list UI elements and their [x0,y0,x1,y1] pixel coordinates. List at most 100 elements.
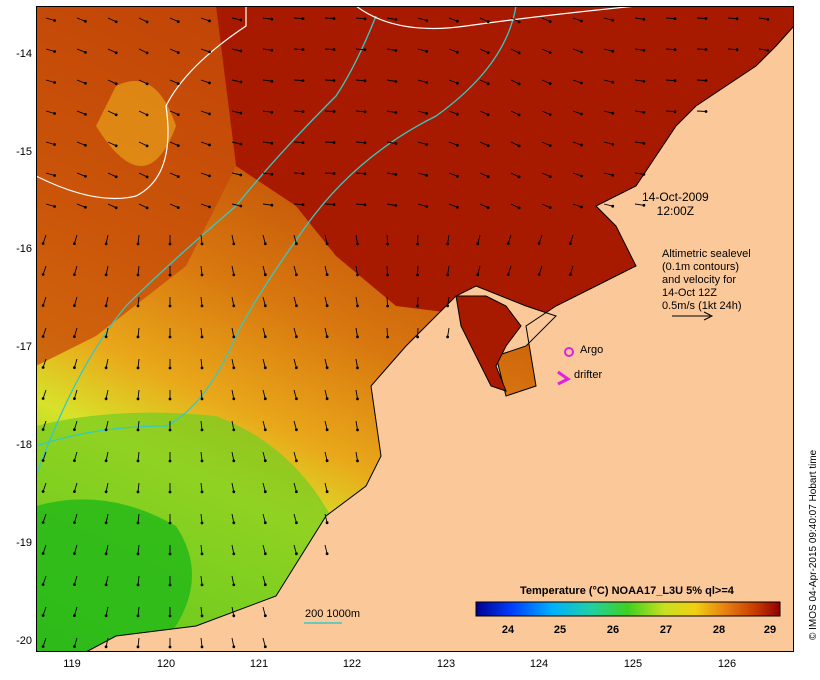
velocity-arrow-head [580,143,583,147]
velocity-arrow-head [73,459,76,462]
velocity-arrow-head [642,48,646,52]
velocity-arrow-head [41,459,45,462]
velocity-arrow-head [295,521,298,525]
velocity-arrow [231,637,235,647]
velocity-arrow-head [548,51,552,54]
velocity-arrow-head [301,17,305,20]
velocity-arrow-head [208,143,211,147]
velocity-arrow-head [200,428,204,432]
velocity-arrow [105,327,109,337]
velocity-arrow [73,637,78,647]
velocity-arrow-head [325,490,329,494]
velocity-arrow-head [356,397,359,401]
velocity-arrow [447,327,450,337]
velocity-arrow-head [176,144,180,148]
velocity-arrow-head [232,521,236,525]
velocity-arrow [138,172,148,178]
velocity-arrow [73,296,78,306]
velocity-arrow [417,48,427,52]
velocity-arrow-head [168,614,172,618]
velocity-arrow [758,48,768,51]
velocity-arrow [73,544,78,554]
velocity-arrow-head [145,113,149,117]
velocity-arrow [262,637,266,647]
velocity-arrow-head [425,50,429,53]
velocity-arrow [231,327,235,337]
velocity-arrow-head [425,143,429,146]
velocity-arrow [293,358,297,368]
velocity-arrow [105,358,109,368]
map-border [36,6,794,652]
velocity-arrow-head [270,48,274,52]
velocity-arrow-head [394,18,398,21]
velocity-arrow-head [73,335,76,338]
velocity-arrow [293,110,304,113]
velocity-arrow-head [263,645,267,649]
x-tick-label: 123 [436,658,456,670]
colorbar-tick-label: 24 [501,624,515,636]
velocity-arrow [262,203,272,206]
velocity-arrow-head [642,172,646,176]
velocity-arrow [105,265,109,275]
velocity-arrow-head [200,366,204,370]
velocity-arrow-head [208,19,211,23]
velocity-arrow-head [332,141,336,144]
velocity-arrow-head [232,490,236,494]
velocity-arrow [262,110,272,113]
velocity-arrow-head [239,204,243,208]
sealevel-note: Altimetric sealevel (0.1m contours) and … [662,248,782,313]
velocity-arrow [665,110,676,113]
velocity-arrow [200,358,203,368]
velocity-arrow-head [41,397,45,400]
scale-arrow-head [703,311,714,321]
velocity-arrow-head [580,174,583,178]
velocity-arrow-head [394,111,398,114]
velocity-arrow-head [168,583,172,587]
velocity-arrow-head [53,112,56,115]
velocity-arrow [293,482,297,492]
velocity-arrow-head [325,428,329,432]
velocity-arrow-head [168,304,172,308]
x-tick-label: 124 [529,658,549,670]
velocity-arrow [324,141,335,143]
velocity-arrow-head [200,552,204,556]
velocity-arrow [634,79,644,82]
velocity-arrow-head [114,175,118,179]
velocity-arrow-head [104,304,108,308]
velocity-arrow [417,79,427,83]
velocity-arrow-head [704,48,708,51]
velocity-arrow [603,17,613,21]
velocity-arrow-head [104,273,108,277]
velocity-arrow-head [176,82,180,85]
velocity-arrow-head [41,428,45,431]
velocity-arrow-head [73,521,76,524]
x-tick-label: 119 [63,658,81,670]
velocity-arrow-head [232,273,236,277]
velocity-arrow-head [456,143,459,147]
velocity-arrow-head [356,304,359,308]
velocity-arrow [137,358,140,368]
velocity-arrow-head [446,335,449,339]
velocity-arrow-head [363,48,367,52]
velocity-arrow [324,513,328,523]
velocity-arrow-head [168,552,172,556]
velocity-arrow-head [386,304,389,308]
velocity-arrow [231,265,235,275]
velocity-arrow [45,203,55,207]
velocity-arrow [448,48,458,53]
velocity-arrow-head [548,20,552,23]
y-tick-label: -14 [16,48,32,60]
velocity-arrow-head [136,273,140,277]
velocity-arrow [572,110,582,115]
velocity-arrow-head [325,273,329,277]
colorbar-title: Temperature (°C) NOAA17_L3U 5% ql>=4 [520,585,734,597]
velocity-arrow [200,79,210,84]
velocity-arrow [696,17,707,19]
velocity-arrow [324,482,328,492]
velocity-arrow [231,172,241,176]
velocity-arrow [355,451,358,461]
velocity-arrow-head [239,80,243,84]
velocity-arrow [603,141,613,145]
velocity-arrow [603,79,613,83]
velocity-arrow-head [53,81,56,84]
